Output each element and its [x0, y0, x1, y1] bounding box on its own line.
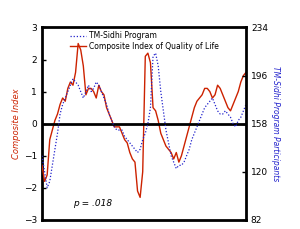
- Text: p = .018: p = .018: [73, 199, 112, 208]
- Legend: TM-Sidhi Program, Composite Index of Quality of Life: TM-Sidhi Program, Composite Index of Qua…: [70, 31, 218, 51]
- Y-axis label: Composite Index: Composite Index: [12, 88, 21, 159]
- Y-axis label: TM-Sidhi Program Participants: TM-Sidhi Program Participants: [271, 66, 280, 181]
